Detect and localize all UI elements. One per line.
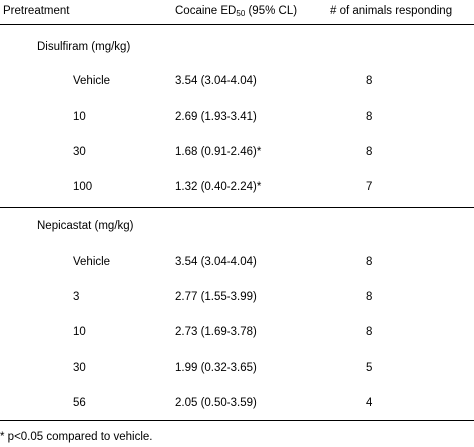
row-n: 7: [366, 181, 373, 193]
row-n: 8: [366, 291, 373, 303]
row-ed50: 2.05 (0.50-3.59): [175, 397, 257, 409]
row-n: 5: [366, 362, 373, 374]
footnote: * p<0.05 compared to vehicle.: [0, 431, 153, 443]
group-rule: [0, 207, 474, 208]
header-responding: # of animals responding: [330, 5, 453, 17]
row-ed50: 2.69 (1.93-3.41): [175, 111, 257, 123]
header-ed50-suffix: (95% CL): [245, 5, 298, 17]
header-ed50: Cocaine ED50 (95% CL): [175, 4, 297, 21]
bottom-rule: [0, 420, 474, 421]
row-n: 8: [366, 111, 373, 123]
row-n: 8: [366, 146, 373, 158]
row-n: 8: [366, 326, 373, 338]
row-dose: 56: [73, 397, 86, 409]
header-pretreatment: Pretreatment: [3, 5, 70, 17]
header-rule: [0, 24, 474, 25]
header-ed50-prefix: Cocaine ED: [175, 5, 237, 17]
row-dose: Vehicle: [73, 75, 111, 87]
row-ed50: 2.73 (1.69-3.78): [175, 326, 257, 338]
row-n: 8: [366, 256, 373, 268]
row-ed50: 1.68 (0.91-2.46)*: [175, 146, 262, 158]
row-n: 4: [366, 397, 373, 409]
row-dose: 100: [73, 181, 93, 193]
row-ed50: 1.99 (0.32-3.65): [175, 362, 257, 374]
row-ed50: 1.32 (0.40-2.24)*: [175, 181, 262, 193]
row-dose: 3: [73, 291, 80, 303]
row-dose: 10: [73, 111, 86, 123]
row-dose: 30: [73, 146, 86, 158]
group-label-nepicastat: Nepicastat (mg/kg): [37, 220, 134, 232]
header-ed50-subscript: 50: [236, 9, 246, 18]
row-ed50: 3.54 (3.04-4.04): [175, 75, 257, 87]
row-dose: 30: [73, 362, 86, 374]
row-ed50: 3.54 (3.04-4.04): [175, 256, 257, 268]
row-dose: 10: [73, 326, 86, 338]
row-dose: Vehicle: [73, 256, 111, 268]
row-n: 8: [366, 75, 373, 87]
row-ed50: 2.77 (1.55-3.99): [175, 291, 257, 303]
group-label-disulfiram: Disulfiram (mg/kg): [37, 41, 131, 53]
